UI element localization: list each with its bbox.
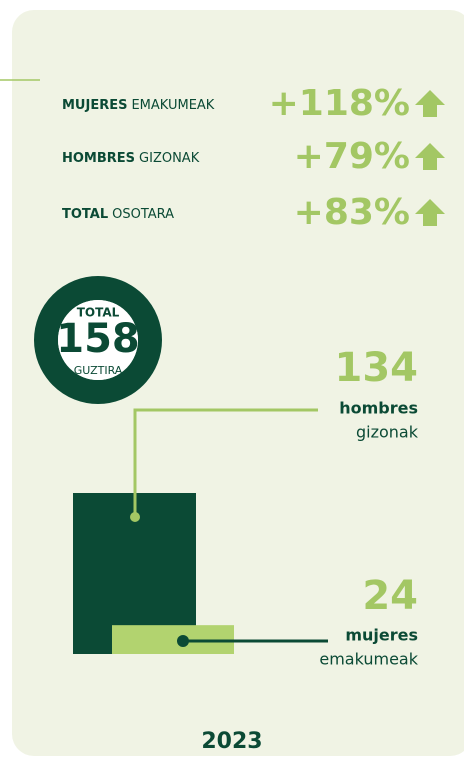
group-sublabel: gizonak: [356, 423, 419, 442]
group-label: mujeres: [345, 626, 418, 645]
total-label: TOTAL: [77, 306, 120, 320]
up-arrow: [415, 143, 445, 170]
stat-label: MUJERES EMAKUMEAK: [62, 98, 215, 113]
stat-label-es: TOTAL: [62, 207, 108, 222]
connector-dot: [130, 512, 140, 522]
stat-label-es: MUJERES: [62, 98, 127, 113]
up-arrow: [415, 199, 445, 226]
group-label: hombres: [339, 399, 418, 418]
stats: MUJERES EMAKUMEAK +118% HOMBRES GIZONAK +79% T…: [62, 83, 445, 233]
total-value: 158: [56, 316, 140, 362]
stat-label-eu: GIZONAK: [139, 151, 200, 166]
total-sublabel: GUZTIRA: [74, 364, 123, 377]
stat-change: +83%: [294, 192, 410, 233]
year: 2023: [201, 729, 262, 754]
stat-label-eu: OSOTARA: [112, 207, 174, 222]
group-value: 24: [362, 573, 418, 619]
connector-dot: [177, 635, 189, 647]
stat-label-eu: EMAKUMEAK: [131, 98, 214, 113]
group-sublabel: emakumeak: [319, 650, 418, 669]
stat-label-es: HOMBRES: [62, 151, 135, 166]
connector: [133, 408, 318, 517]
stat-label: TOTAL OSOTARA: [62, 207, 174, 222]
total-core: [58, 300, 138, 380]
stat-label: HOMBRES GIZONAK: [62, 151, 200, 166]
up-arrow: [415, 90, 445, 117]
group-value: 134: [335, 345, 419, 391]
stat-change: +79%: [294, 136, 410, 177]
stat-change: +118%: [269, 83, 410, 124]
total-ring: [34, 276, 162, 404]
